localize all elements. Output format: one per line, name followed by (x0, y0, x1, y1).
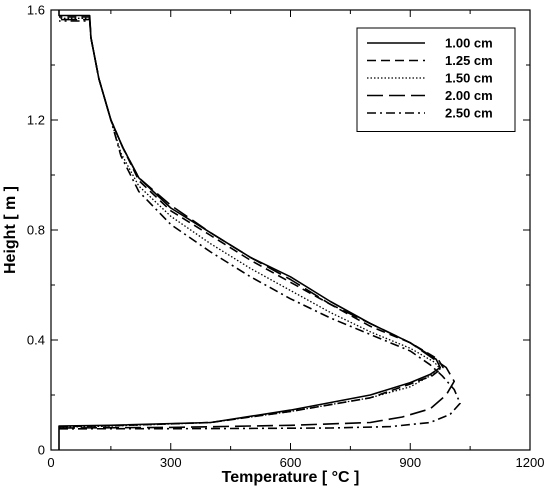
legend-label-3: 1.50 cm (445, 71, 493, 86)
y-tick-label: 0.8 (27, 223, 45, 238)
plot-lines (58, 10, 461, 450)
legend-label-2: 1.25 cm (445, 53, 493, 68)
legend-label-5: 2.50 cm (445, 106, 493, 121)
y-tick-label: 1.2 (27, 113, 45, 128)
series-line-4 (58, 18, 455, 429)
x-axis-title: Temperature [ °C ] (222, 469, 360, 486)
x-axis-ticks: 0 300 600 900 1200 (47, 10, 544, 470)
x-tick-label: 900 (399, 455, 421, 470)
legend-label-4: 2.00 cm (445, 88, 493, 103)
x-tick-label: 1200 (516, 455, 545, 470)
y-tick-label: 0 (38, 443, 45, 458)
y-tick-label: 1.6 (27, 3, 45, 18)
x-tick-label: 600 (280, 455, 302, 470)
legend-box (356, 27, 516, 132)
x-tick-label: 300 (160, 455, 182, 470)
y-axis-ticks: 0 0.4 0.8 1.2 1.6 (27, 3, 530, 458)
y-tick-label: 0.4 (27, 333, 45, 348)
legend-label-1: 1.00 cm (445, 36, 493, 51)
legend: 1.00 cm 1.25 cm 1.50 cm 2.00 cm 2.50 cm (356, 27, 516, 132)
series-line-5 (58, 20, 461, 430)
y-axis-title: Height [ m ] (2, 186, 19, 274)
x-tick-label: 0 (47, 455, 54, 470)
